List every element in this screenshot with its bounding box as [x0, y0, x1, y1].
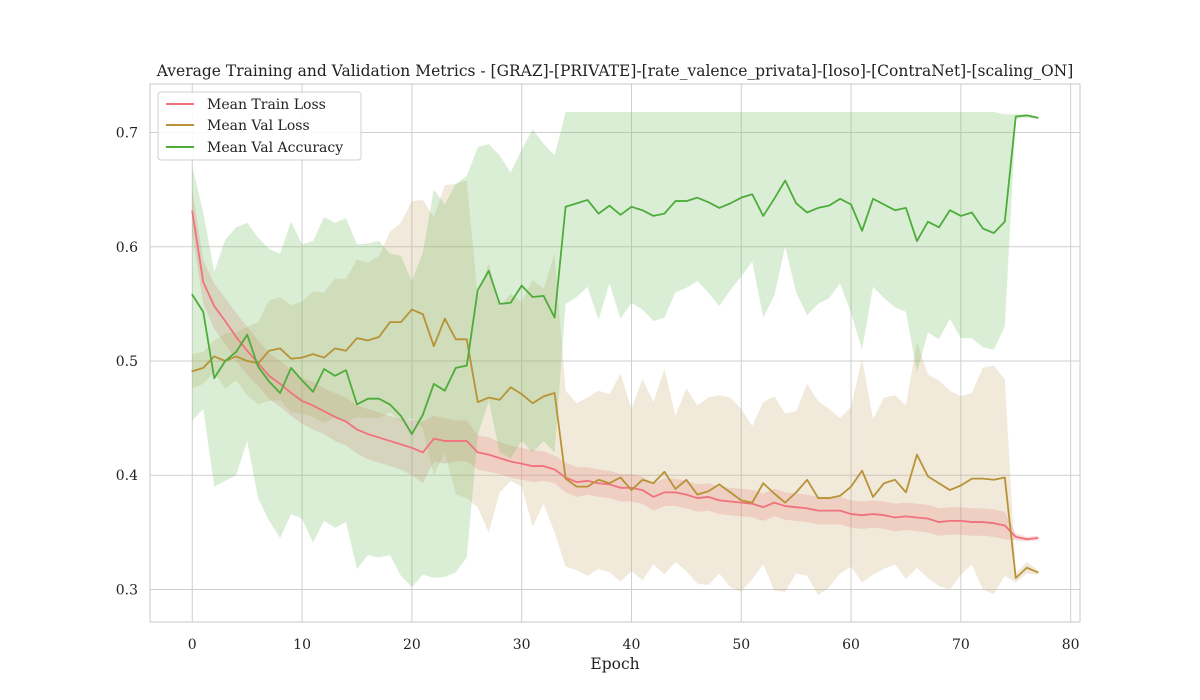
series-line-train-loss: [191, 210, 1039, 541]
legend-label-val-accuracy: Mean Val Accuracy: [207, 140, 343, 156]
x-tick-label: 70: [952, 637, 970, 653]
x-tick-label: 40: [623, 637, 641, 653]
series-line-val-accuracy: [191, 114, 1039, 436]
x-tick-label: 60: [842, 637, 860, 653]
legend-label-train-loss: Mean Train Loss: [207, 97, 326, 113]
y-tick-label: 0.7: [116, 126, 138, 142]
band-layer: [192, 111, 1038, 596]
band-val-accuracy: [192, 111, 1038, 588]
band-val-loss: [192, 180, 1038, 596]
x-axis-label: Epoch: [590, 655, 639, 673]
chart-title: Average Training and Validation Metrics …: [156, 62, 1074, 80]
line-layer: [191, 114, 1039, 579]
legend: Mean Train Loss Mean Val Loss Mean Val A…: [157, 91, 362, 161]
x-tick-label: 80: [1062, 637, 1080, 653]
series-line-val-loss: [191, 308, 1039, 579]
legend-box: [157, 91, 362, 161]
band-train-loss: [192, 188, 1038, 542]
grid-layer: [150, 84, 1080, 622]
legend-label-val-loss: Mean Val Loss: [207, 118, 310, 134]
x-tick-label: 20: [403, 637, 421, 653]
x-tick-label: 50: [732, 637, 750, 653]
y-tick-label: 0.5: [116, 354, 138, 370]
x-tick-labels: 0 10 20 30 40 50 60 70 80: [188, 637, 1080, 653]
x-tick-label: 0: [188, 637, 197, 653]
y-tick-label: 0.6: [116, 240, 138, 256]
x-tick-label: 10: [293, 637, 311, 653]
x-tick-label: 30: [513, 637, 531, 653]
plot-frame: [149, 83, 1081, 623]
y-tick-label: 0.3: [116, 582, 138, 598]
y-tick-labels: 0.3 0.4 0.5 0.6 0.7: [116, 126, 138, 599]
y-tick-label: 0.4: [116, 468, 138, 484]
